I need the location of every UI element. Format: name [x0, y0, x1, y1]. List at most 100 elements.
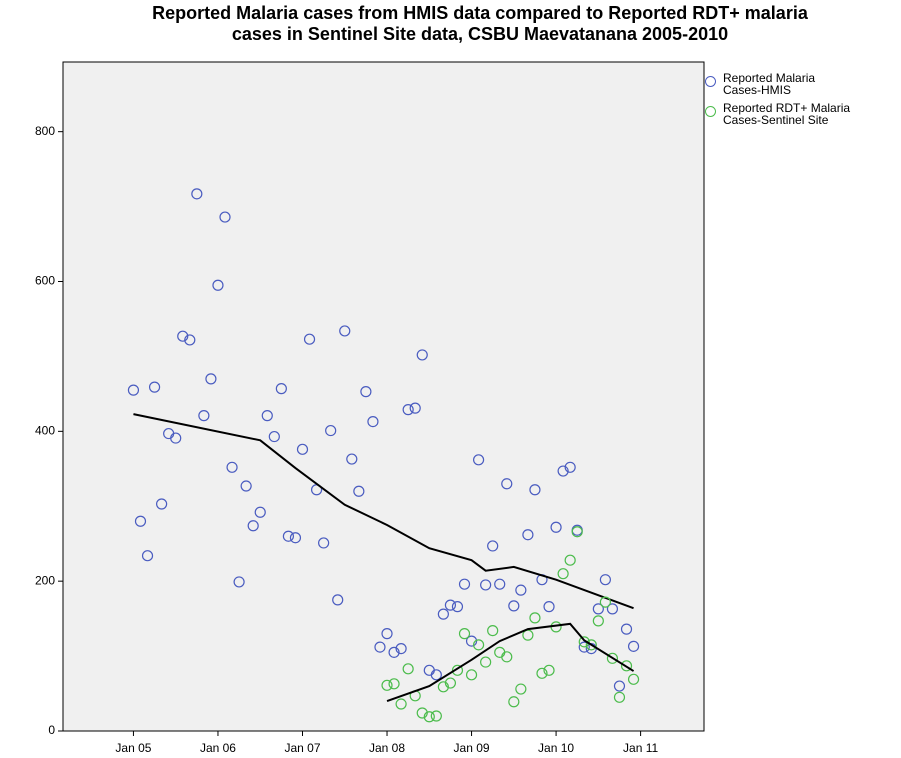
chart-title: Reported Malaria cases from HMIS data co… — [152, 3, 809, 23]
fit-line — [386, 622, 635, 702]
x-tick-label: Jan 08 — [369, 741, 405, 755]
data-point — [261, 410, 273, 422]
data-point — [606, 603, 619, 615]
data-point — [381, 628, 393, 640]
data-point — [254, 506, 266, 518]
data-point — [494, 578, 506, 590]
data-point — [141, 550, 154, 562]
data-point — [508, 600, 520, 612]
data-point — [148, 381, 161, 393]
data-point — [247, 520, 259, 532]
data-point — [191, 188, 203, 200]
y-tick-label: 200 — [35, 573, 55, 587]
data-point — [620, 660, 633, 672]
data-point — [282, 530, 295, 542]
data-point — [388, 646, 400, 658]
legend: Reported Malaria Cases-HMIS Reported RDT+… — [703, 72, 853, 132]
data-point — [536, 667, 548, 679]
data-point — [409, 402, 421, 414]
data-point — [465, 669, 478, 681]
data-point — [627, 640, 640, 652]
data-point — [627, 673, 640, 685]
data-point — [487, 540, 499, 552]
data-point — [423, 711, 435, 723]
data-point — [226, 461, 238, 473]
data-point — [613, 691, 626, 703]
fit-line — [133, 413, 634, 610]
data-point — [606, 652, 619, 664]
data-point — [564, 461, 576, 473]
data-point — [515, 584, 527, 596]
data-point — [550, 521, 562, 533]
data-point — [578, 636, 590, 648]
data-point — [444, 677, 457, 689]
data-point — [529, 484, 541, 496]
legend-label: Reported Malaria Cases-HMIS — [723, 71, 816, 97]
data-point — [402, 663, 414, 675]
data-point — [472, 639, 485, 651]
data-point — [564, 554, 576, 566]
data-point — [402, 404, 414, 416]
data-point — [543, 664, 555, 676]
legend-swatch — [705, 106, 716, 117]
data-point — [613, 680, 626, 692]
data-point — [465, 635, 478, 647]
x-tick-label: Jan 05 — [115, 741, 151, 755]
x-tick-label: Jan 07 — [284, 741, 320, 755]
data-point — [318, 537, 330, 549]
data-point — [437, 608, 449, 620]
data-point — [501, 478, 513, 490]
data-point — [367, 415, 379, 428]
data-point — [508, 696, 520, 708]
data-point — [156, 498, 168, 510]
x-tick-label: Jan 09 — [454, 741, 490, 755]
data-point — [451, 601, 464, 613]
data-point — [557, 568, 569, 580]
data-point — [360, 386, 372, 398]
data-point — [585, 639, 597, 651]
data-point — [451, 664, 464, 676]
data-point — [592, 615, 604, 627]
data-point — [529, 612, 541, 624]
data-point — [599, 574, 611, 586]
x-tick-label: Jan 10 — [538, 741, 574, 755]
y-tick-label: 400 — [35, 424, 55, 438]
data-point — [444, 599, 457, 611]
x-tick-label: Jan 06 — [200, 741, 236, 755]
data-point — [458, 628, 471, 640]
data-point — [501, 651, 513, 663]
data-point — [557, 465, 569, 477]
chart-title: cases in Sentinel Site data, CSBU Maevat… — [232, 24, 728, 44]
data-point — [480, 579, 492, 591]
legend-item: Reported Malaria Cases-HMIS — [703, 72, 853, 96]
data-point — [332, 594, 344, 606]
data-point — [170, 432, 182, 444]
data-point — [416, 707, 428, 719]
legend-label: Reported RDT+ Malaria Cases-Sentinel Sit… — [723, 101, 851, 127]
y-tick-label: 800 — [35, 124, 55, 138]
data-point — [381, 679, 393, 691]
data-point — [240, 480, 252, 492]
legend-swatch — [705, 76, 716, 87]
data-point — [620, 623, 633, 635]
data-point — [205, 373, 217, 385]
data-point — [388, 678, 400, 690]
legend-item: Reported RDT+ Malaria Cases-Sentinel Sit… — [703, 102, 853, 126]
data-point — [515, 683, 527, 695]
data-point — [127, 384, 140, 396]
data-point — [395, 642, 407, 655]
data-point — [416, 349, 428, 361]
data-point — [219, 211, 231, 223]
data-point — [268, 430, 280, 443]
data-point — [303, 333, 316, 345]
data-point — [437, 681, 449, 693]
data-point — [592, 603, 604, 615]
data-point — [578, 641, 590, 653]
data-point — [325, 424, 337, 437]
data-point — [458, 578, 471, 590]
data-point — [184, 334, 196, 346]
x-tick-label: Jan 11 — [623, 741, 658, 755]
data-point — [339, 325, 351, 337]
data-point — [212, 279, 224, 291]
